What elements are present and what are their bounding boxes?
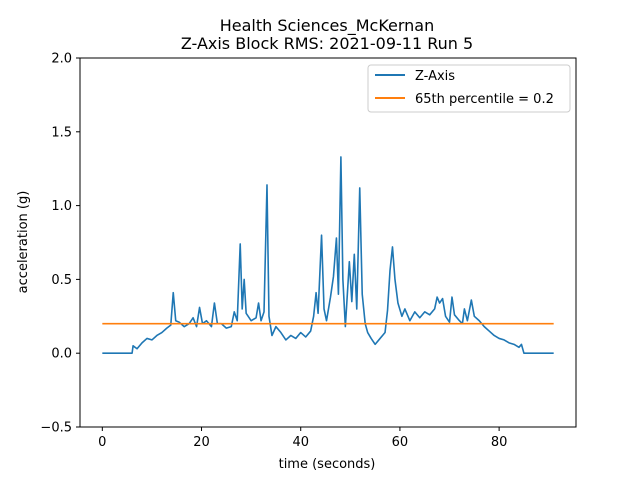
y-tick-label: −0.5 [40, 421, 72, 436]
x-axis-label: time (seconds) [279, 457, 376, 472]
y-tick-label: 0.0 [51, 347, 72, 362]
x-axis-ticks: 0 20 40 60 80 [98, 427, 507, 450]
x-tick-label: 0 [98, 435, 106, 450]
legend: Z-Axis 65th percentile = 0.2 [367, 64, 571, 113]
y-tick-label: 0.5 [51, 273, 72, 288]
x-tick-label: 20 [193, 435, 210, 450]
legend-box [367, 64, 571, 113]
y-tick-label: 1.0 [51, 199, 72, 214]
plot-frame [79, 57, 577, 428]
chart-title-line2: Z-Axis Block RMS: 2021-09-11 Run 5 [181, 34, 473, 53]
x-tick-label: 40 [292, 435, 309, 450]
chart-title-line1: Health Sciences_McKernan [220, 16, 435, 36]
y-axis-ticks: −0.5 0.0 0.5 1.0 1.5 2.0 [40, 52, 80, 436]
y-tick-label: 1.5 [51, 125, 72, 140]
series-line-z-axis [102, 156, 554, 355]
y-axis-label: acceleration (g) [16, 191, 31, 294]
x-tick-label: 80 [491, 435, 508, 450]
plot-area [102, 156, 554, 355]
legend-label-z-axis: Z-Axis [415, 69, 455, 84]
x-tick-label: 60 [392, 435, 409, 450]
y-tick-label: 2.0 [51, 52, 72, 67]
legend-label-percentile: 65th percentile = 0.2 [415, 92, 554, 107]
